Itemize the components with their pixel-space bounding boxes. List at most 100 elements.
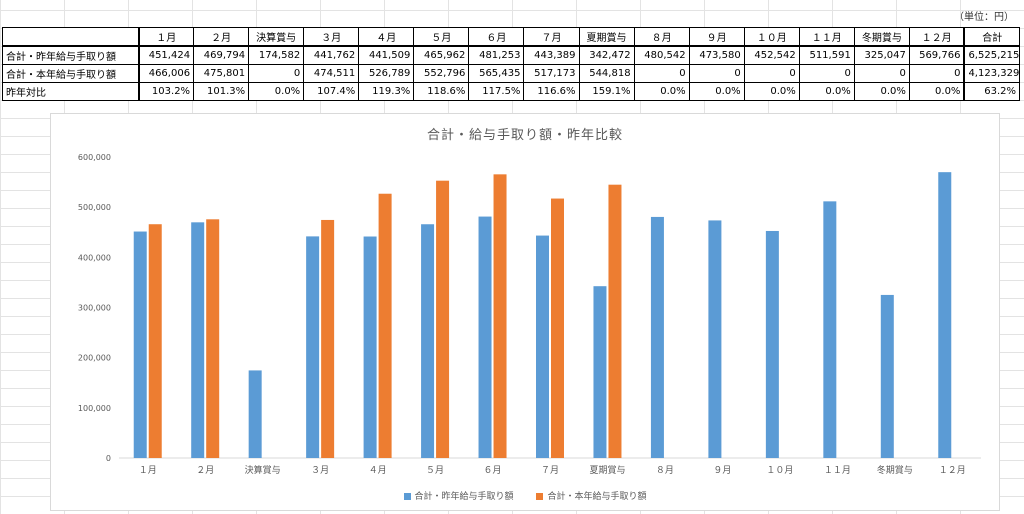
legend-swatch-last-year [403,493,411,500]
table-header-cell[interactable]: ７月 [523,27,580,47]
table-header-cell[interactable]: 夏期賞与 [578,27,635,47]
table-cell[interactable]: 0 [743,64,800,83]
table-cell[interactable]: 451,424 [137,45,195,65]
table-header-cell[interactable]: ６月 [468,27,525,47]
table-cell[interactable]: 119.3% [358,82,415,101]
table-cell[interactable]: 0 [908,64,965,83]
table-cell[interactable]: 517,173 [523,64,580,83]
table-header-cell[interactable]: １月 [137,27,195,47]
chart-area[interactable]: 合計・給与手取り額・昨年比較 0 100,000 200,000 300,000 400… [50,113,1000,511]
bar-last-year-3[interactable] [306,236,320,458]
bar-this-year-1[interactable] [206,219,220,458]
bar-last-year-12[interactable] [823,201,837,458]
table-cell[interactable]: 480,542 [633,45,690,65]
table-header-cell[interactable]: １１月 [798,27,855,47]
table-cell[interactable]: 441,762 [303,45,360,65]
bar-last-year-11[interactable] [765,230,779,458]
table-cell[interactable]: 0 [853,64,910,83]
bar-this-year-5[interactable] [436,180,450,458]
table-header-cell[interactable]: ５月 [413,27,470,47]
bar-last-year-14[interactable] [938,172,952,458]
table-cell[interactable]: 101.3% [193,82,250,101]
table-header-cell[interactable]: 合計 [963,27,1021,47]
table-cell[interactable]: 118.6% [413,82,470,101]
bar-this-year-6[interactable] [493,174,507,459]
table-cell[interactable]: 0.0% [688,82,745,101]
bar-this-year-3[interactable] [321,219,335,458]
table-header-cell[interactable]: 冬期賞与 [853,27,910,47]
y-tick-label: 400,000 [78,253,111,262]
table-cell[interactable]: 511,591 [798,45,855,65]
bar-last-year-1[interactable] [191,222,205,458]
bar-this-year-0[interactable] [148,224,162,458]
table-cell[interactable]: 474,511 [303,64,360,83]
table-header-cell[interactable]: ８月 [633,27,690,47]
table-cell[interactable]: 443,389 [523,45,580,65]
table-cell[interactable]: 0.0% [798,82,855,101]
bar-last-year-6[interactable] [478,216,492,458]
table-header-cell[interactable]: ２月 [193,27,250,47]
bar-last-year-7[interactable] [536,235,549,458]
table-cell[interactable]: 565,435 [468,64,525,83]
x-tick-label: 冬期賞与 [877,464,913,476]
table-cell[interactable]: 0 [633,64,690,83]
table-cell[interactable]: 117.5% [468,82,525,101]
table-cell[interactable]: 174,582 [248,45,305,65]
table-header-cell[interactable]: １０月 [743,27,800,47]
y-tick-label: 300,000 [78,304,111,313]
table-cell[interactable]: 466,006 [137,64,195,83]
table-cell[interactable]: 103.2% [137,82,195,101]
table-cell[interactable]: 0 [798,64,855,83]
bar-last-year-10[interactable] [708,220,722,458]
row-label-cell[interactable]: 合計・本年給与手取り額 [2,64,140,83]
bar-last-year-4[interactable] [363,236,377,458]
table-cell[interactable]: 469,794 [193,45,250,65]
table-cell[interactable]: 342,472 [578,45,635,65]
bar-last-year-5[interactable] [421,224,435,458]
row-label-cell[interactable]: 昨年対比 [2,82,140,101]
bar-last-year-0[interactable] [133,231,147,458]
table-cell[interactable]: 6,525,215 [963,45,1021,65]
table-cell[interactable]: 325,047 [853,45,910,65]
table-cell[interactable]: 544,818 [578,64,635,83]
table-cell[interactable]: 107.4% [303,82,360,101]
table-cell[interactable]: 526,789 [358,64,415,83]
table-cell[interactable]: 475,801 [193,64,250,83]
table-cell[interactable]: 473,580 [688,45,745,65]
table-cell[interactable]: 552,796 [413,64,470,83]
table-cell[interactable]: 63.2% [963,82,1021,101]
table-cell[interactable]: 0.0% [743,82,800,101]
table-header-cell[interactable]: ９月 [688,27,745,47]
table-cell[interactable]: 441,509 [358,45,415,65]
table-header-cell[interactable]: 決算賞与 [248,27,305,47]
table-cell[interactable]: 159.1% [578,82,635,101]
table-cell[interactable]: 481,253 [468,45,525,65]
table-header-cell[interactable]: ４月 [358,27,415,47]
table-cell[interactable]: 0.0% [633,82,690,101]
x-tick-label: １１月 [824,465,851,476]
chart-title: 合計・給与手取り額・昨年比較 [426,128,623,143]
row-label-cell[interactable]: 合計・昨年給与手取り額 [2,45,140,65]
bar-last-year-13[interactable] [880,294,894,458]
bar-last-year-2[interactable] [248,370,262,458]
table-cell[interactable]: 0.0% [853,82,910,101]
bar-this-year-4[interactable] [378,193,392,458]
table-corner-cell[interactable] [2,27,140,47]
table-cell[interactable]: 4,123,329 [963,64,1021,83]
bar-this-year-7[interactable] [551,198,564,458]
table-header-cell[interactable]: ３月 [303,27,360,47]
table-cell[interactable]: 0.0% [248,82,305,101]
bar-last-year-9[interactable] [650,216,664,458]
bar-this-year-8[interactable] [608,184,622,458]
table-cell[interactable]: 465,962 [413,45,470,65]
table-cell[interactable]: 452,542 [743,45,800,65]
table-header-cell[interactable]: １２月 [908,27,965,47]
table-row: 合計・昨年給与手取り額 451,424 469,794 174,582 441,762 4… [2,45,1021,65]
x-tick-label: ６月 [484,465,502,476]
table-cell[interactable]: 569,766 [908,45,965,65]
table-cell[interactable]: 0 [248,64,305,83]
table-cell[interactable]: 0.0% [908,82,965,101]
table-cell[interactable]: 116.6% [523,82,580,101]
bar-last-year-8[interactable] [593,286,607,458]
table-cell[interactable]: 0 [688,64,745,83]
